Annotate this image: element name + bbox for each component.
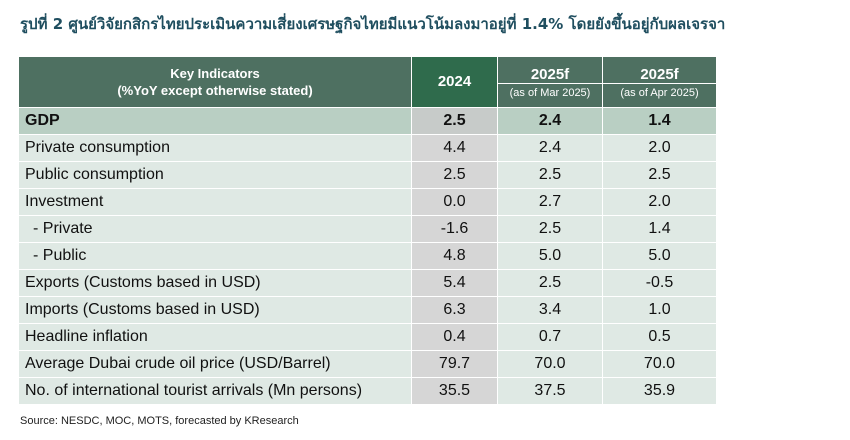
cell-2025f-mar: 37.5: [497, 377, 603, 405]
row-label: Exports (Customs based in USD): [18, 269, 412, 297]
row-label: - Private: [18, 215, 412, 243]
row-label: Average Dubai crude oil price (USD/Barre…: [18, 350, 412, 378]
header-2025f-mar: 2025f (as of Mar 2025): [497, 56, 603, 108]
table-row: - Private -1.6 2.5 1.4: [18, 215, 717, 243]
header-2024-label: 2024: [437, 73, 472, 90]
cell-2024: 2.5: [411, 107, 498, 135]
table-row: Headline inflation 0.4 0.7 0.5: [18, 323, 717, 351]
cell-2024: 35.5: [411, 377, 498, 405]
cell-2024: -1.6: [411, 215, 498, 243]
cell-2025f-apr: 5.0: [602, 242, 717, 270]
indicator-header-line1: Key Indicators: [170, 66, 260, 81]
indicator-header: Key Indicators (%YoY except otherwise st…: [18, 56, 412, 108]
cell-2025f-mar: 2.4: [497, 107, 603, 135]
header-2025f-apr-note: (as of Apr 2025): [603, 82, 716, 99]
table-row: No. of international tourist arrivals (M…: [18, 377, 717, 405]
cell-2025f-mar: 2.5: [497, 161, 603, 189]
cell-2025f-mar: 2.5: [497, 215, 603, 243]
cell-2025f-apr: 2.0: [602, 188, 717, 216]
cell-2025f-apr: -0.5: [602, 269, 717, 297]
indicator-header-line2: (%YoY except otherwise stated): [117, 83, 313, 98]
row-label: Private consumption: [18, 134, 412, 162]
table-row-gdp: GDP 2.5 2.4 1.4: [18, 107, 717, 135]
cell-2024: 5.4: [411, 269, 498, 297]
cell-2025f-mar: 3.4: [497, 296, 603, 324]
cell-2025f-apr: 1.4: [602, 107, 717, 135]
table-row: - Public 4.8 5.0 5.0: [18, 242, 717, 270]
cell-2025f-mar: 0.7: [497, 323, 603, 351]
source-note: Source: NESDC, MOC, MOTS, forecasted by …: [20, 415, 299, 427]
cell-2024: 79.7: [411, 350, 498, 378]
cell-2025f-mar: 2.4: [497, 134, 603, 162]
table-row: Private consumption 4.4 2.4 2.0: [18, 134, 717, 162]
cell-2024: 4.8: [411, 242, 498, 270]
table-row: Exports (Customs based in USD) 5.4 2.5 -…: [18, 269, 717, 297]
cell-2024: 0.0: [411, 188, 498, 216]
cell-2025f-mar: 70.0: [497, 350, 603, 378]
row-label: Public consumption: [18, 161, 412, 189]
cell-2025f-mar: 2.5: [497, 269, 603, 297]
cell-2024: 6.3: [411, 296, 498, 324]
row-label: Headline inflation: [18, 323, 412, 351]
cell-2024: 0.4: [411, 323, 498, 351]
cell-2025f-mar: 2.7: [497, 188, 603, 216]
table-header-row: Key Indicators (%YoY except otherwise st…: [18, 56, 717, 108]
table-row: Average Dubai crude oil price (USD/Barre…: [18, 350, 717, 378]
header-2025f-mar-year: 2025f: [530, 65, 570, 83]
row-label: - Public: [18, 242, 412, 270]
cell-2025f-apr: 2.5: [602, 161, 717, 189]
table-row: Imports (Customs based in USD) 6.3 3.4 1…: [18, 296, 717, 324]
key-indicators-table: Key Indicators (%YoY except otherwise st…: [18, 56, 717, 405]
row-label: Imports (Customs based in USD): [18, 296, 412, 324]
cell-2024: 4.4: [411, 134, 498, 162]
table-row: Public consumption 2.5 2.5 2.5: [18, 161, 717, 189]
cell-2025f-apr: 35.9: [602, 377, 717, 405]
cell-2025f-apr: 2.0: [602, 134, 717, 162]
figure-title: รูปที่ 2 ศูนย์วิจัยกสิกรไทยประเมินความเส…: [20, 15, 726, 33]
row-label: Investment: [18, 188, 412, 216]
row-label: GDP: [18, 107, 412, 135]
cell-2025f-apr: 70.0: [602, 350, 717, 378]
cell-2025f-apr: 1.4: [602, 215, 717, 243]
cell-2025f-apr: 1.0: [602, 296, 717, 324]
row-label: No. of international tourist arrivals (M…: [18, 377, 412, 405]
cell-2025f-apr: 0.5: [602, 323, 717, 351]
header-2025f-mar-note: (as of Mar 2025): [498, 82, 602, 99]
table-row: Investment 0.0 2.7 2.0: [18, 188, 717, 216]
cell-2024: 2.5: [411, 161, 498, 189]
header-2025f-apr: 2025f (as of Apr 2025): [602, 56, 717, 108]
header-2025f-apr-year: 2025f: [640, 65, 679, 83]
cell-2025f-mar: 5.0: [497, 242, 603, 270]
header-2024: 2024: [411, 56, 498, 108]
